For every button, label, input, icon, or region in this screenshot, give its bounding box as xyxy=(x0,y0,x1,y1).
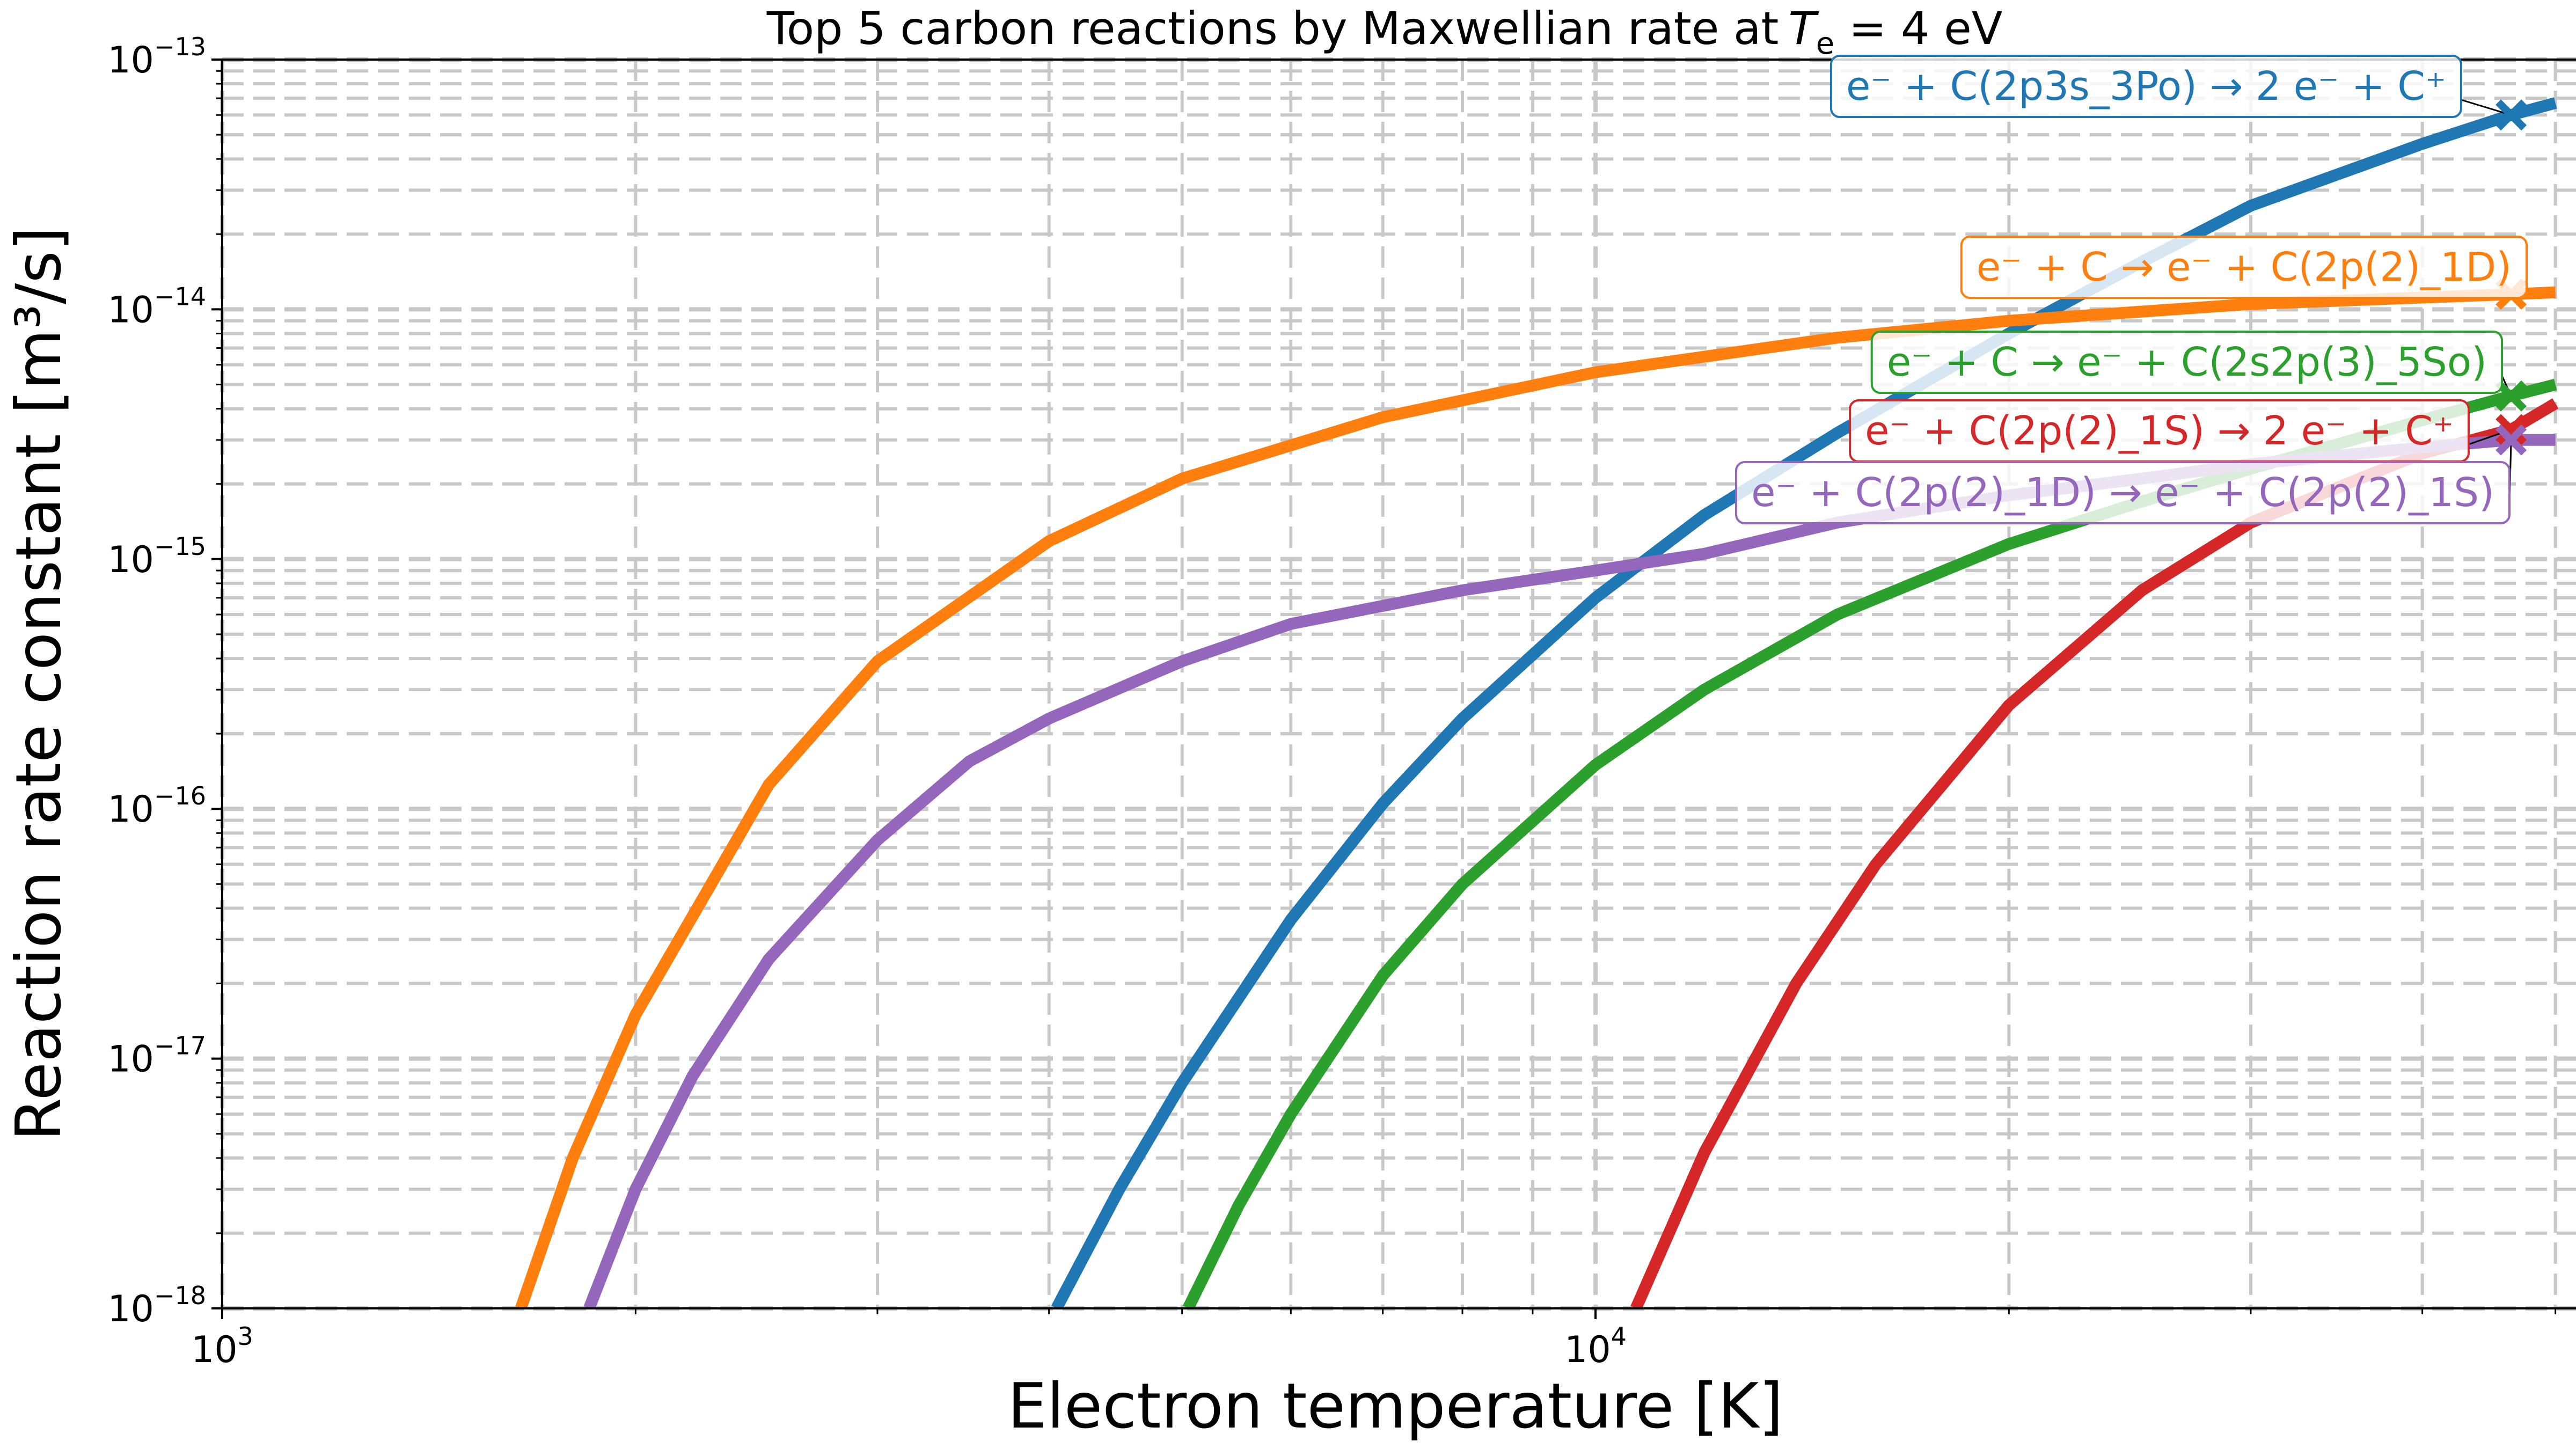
series-label-5: e⁻ + C(2p(2)_1D) → e⁻ + C(2p(2)_1S) xyxy=(1735,461,2511,524)
y-tick-label: 10−13 xyxy=(107,32,206,82)
series-label-box xyxy=(1870,331,2503,394)
x-tick-label: 103 xyxy=(191,1322,253,1371)
y-tick-label: 10−16 xyxy=(107,781,206,831)
series-label-text: e⁻ + C(2p(2)_1D) → e⁻ + C(2p(2)_1S) xyxy=(1751,470,2494,516)
series-line-2 xyxy=(515,286,2556,1308)
series-label-3: e⁻ + C → e⁻ + C(2s2p(3)_5So) xyxy=(1870,331,2503,394)
series-line-1 xyxy=(1051,97,2557,1308)
series-markers xyxy=(2496,99,2527,456)
connector-1 xyxy=(2461,99,2512,116)
x-tick-label: 104 xyxy=(1564,1322,1627,1371)
series-label-box xyxy=(1735,461,2511,524)
series-label-1: e⁻ + C(2p3s_3Po) → 2 e⁻ + C⁺ xyxy=(1829,55,2462,118)
series-labels: e⁻ + C(2p3s_3Po) → 2 e⁻ + C⁺ e⁻ + C → e⁻ … xyxy=(1735,55,2528,524)
series-marker-5 xyxy=(2496,424,2527,456)
series-label-2: e⁻ + C → e⁻ + C(2p(2)_1D) xyxy=(1960,236,2528,299)
series-label-text: e⁻ + C(2p3s_3Po) → 2 e⁻ + C⁺ xyxy=(1846,63,2446,109)
y-tick-label: 10−15 xyxy=(107,532,206,581)
series-label-text: e⁻ + C(2p(2)_1S) → 2 e⁻ + C⁺ xyxy=(1865,408,2454,454)
series-label-box xyxy=(1960,236,2528,299)
series-marker-1 xyxy=(2496,99,2527,131)
series-label-text: e⁻ + C → e⁻ + C(2p(2)_1D) xyxy=(1977,244,2512,290)
series-label-4: e⁻ + C(2p(2)_1S) → 2 e⁻ + C⁺ xyxy=(1849,399,2470,463)
chart-title: Top 5 carbon reactions by Maxwellian rat… xyxy=(766,2,2003,61)
series-marker-3 xyxy=(2496,380,2527,412)
y-tick-label: 10−17 xyxy=(107,1031,206,1081)
y-tick-label: 10−14 xyxy=(107,282,206,331)
y-tick-label: 10−18 xyxy=(107,1281,206,1330)
x-axis-label: Electron temperature [K] xyxy=(1007,1370,1783,1443)
y-axis-label: Reaction rate constant [m³/s] xyxy=(3,226,75,1141)
series-label-text: e⁻ + C → e⁻ + C(2s2p(3)_5So) xyxy=(1887,339,2487,385)
series-label-box xyxy=(1829,55,2462,118)
series-marker-4 xyxy=(2496,414,2527,445)
